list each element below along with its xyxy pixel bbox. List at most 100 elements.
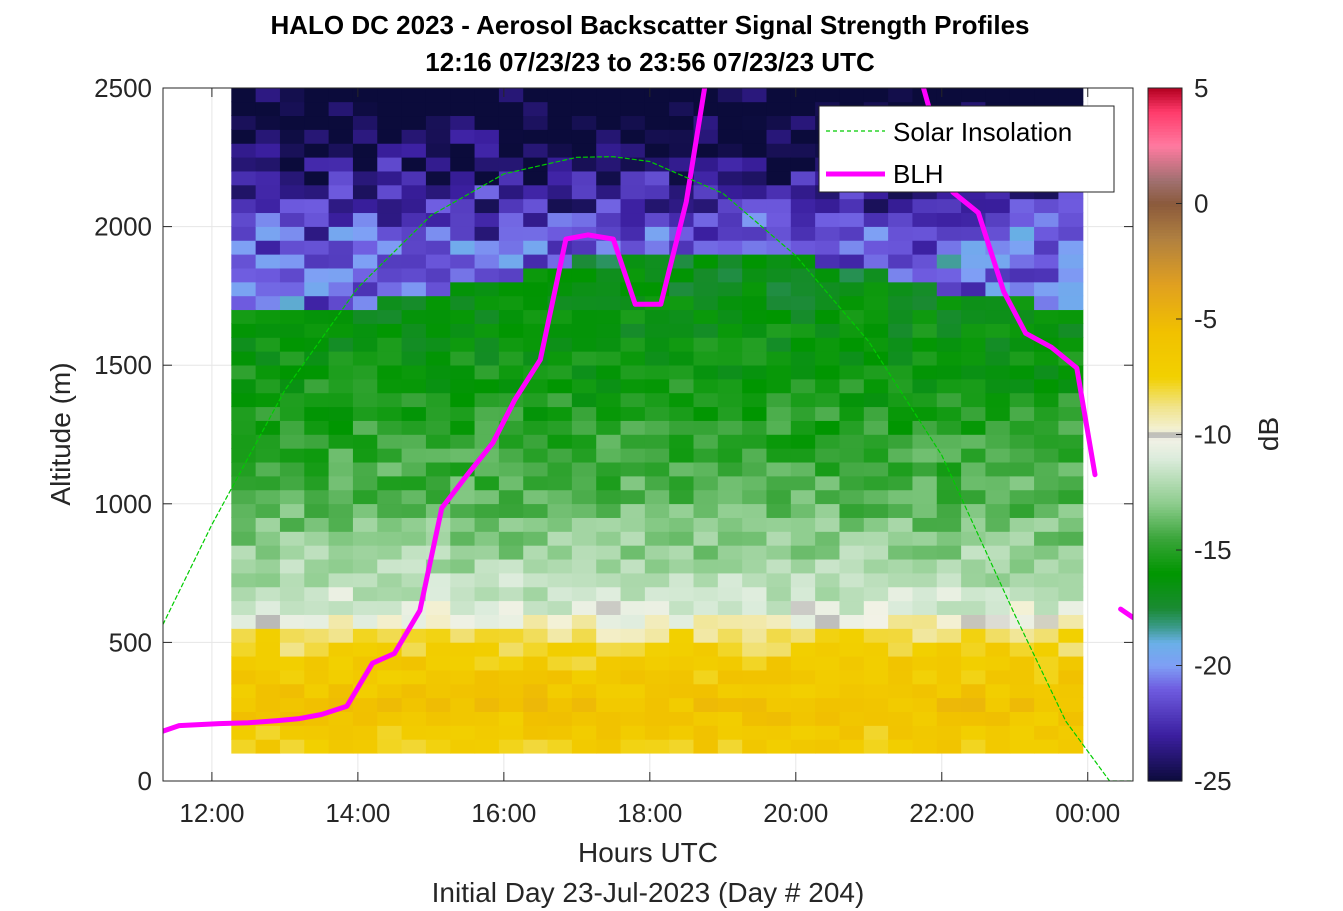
heatmap-cell — [231, 226, 257, 241]
heatmap-cell — [693, 517, 719, 532]
heatmap-cell — [815, 448, 841, 463]
colorbar-segment — [1148, 316, 1182, 320]
heatmap-cell — [961, 364, 987, 380]
heatmap-cell — [596, 170, 622, 186]
heatmap-cell — [596, 157, 622, 172]
heatmap-cell — [742, 434, 768, 449]
colorbar-segment — [1148, 290, 1182, 294]
heatmap-cell — [863, 88, 889, 103]
heatmap-cell — [888, 669, 914, 685]
heatmap-cell — [401, 198, 427, 214]
heatmap-cell — [620, 545, 646, 560]
heatmap-cell — [644, 461, 670, 477]
colorbar-segment — [1148, 353, 1182, 358]
heatmap-cell — [766, 323, 792, 338]
heatmap-cell — [596, 517, 622, 532]
colorbar-segment — [1148, 186, 1182, 190]
heatmap-cell — [401, 739, 427, 754]
heatmap-cell — [669, 254, 695, 269]
heatmap-cell — [1034, 739, 1060, 754]
heatmap-cell — [231, 669, 257, 685]
colorbar-segment — [1148, 668, 1182, 672]
heatmap-cell — [742, 531, 768, 546]
heatmap-cell — [961, 295, 987, 311]
heatmap-cell — [863, 337, 889, 352]
colorbar-segment — [1148, 552, 1182, 557]
colorbar-segment — [1148, 633, 1182, 638]
heatmap-cell — [790, 683, 816, 699]
heatmap-cell — [912, 448, 938, 463]
heatmap-cell — [377, 88, 403, 103]
colorbar-label: dB — [1253, 417, 1284, 451]
colorbar-segment — [1148, 125, 1182, 130]
heatmap-cell — [498, 697, 524, 712]
colorbar-segment — [1148, 200, 1182, 205]
heatmap-cell — [523, 655, 549, 671]
heatmap-cell — [717, 88, 743, 103]
heatmap-cell — [352, 240, 378, 255]
colorbar-segment — [1148, 359, 1182, 363]
colorbar-segment — [1148, 298, 1182, 303]
heatmap-cell — [669, 392, 695, 408]
heatmap-cell — [401, 267, 427, 283]
heatmap-cell — [936, 281, 962, 297]
heatmap-cell — [377, 295, 403, 311]
colorbar-segment — [1148, 512, 1182, 516]
heatmap-cell — [231, 697, 257, 712]
heatmap-cell — [839, 364, 865, 380]
heatmap-cell — [498, 267, 524, 283]
heatmap-cell — [839, 434, 865, 449]
heatmap-cell — [328, 281, 354, 297]
heatmap-cell — [985, 323, 1011, 338]
heatmap-cell — [1009, 434, 1035, 449]
colorbar-segment — [1148, 763, 1182, 768]
heatmap-cell — [523, 642, 549, 657]
heatmap-cell — [304, 739, 330, 754]
colorbar-segment — [1148, 163, 1182, 167]
heatmap-cell — [596, 475, 622, 491]
heatmap-cell — [523, 198, 549, 214]
heatmap-cell — [401, 697, 427, 712]
colorbar-segment — [1148, 772, 1182, 776]
heatmap-cell — [742, 545, 768, 560]
heatmap-cell — [620, 170, 646, 186]
heatmap-cell — [450, 531, 476, 546]
heatmap-cell — [790, 406, 816, 421]
heatmap-cell — [936, 489, 962, 505]
heatmap-cell — [304, 226, 330, 241]
heatmap-cell — [961, 351, 987, 366]
heatmap-cell — [425, 683, 451, 699]
heatmap-cell — [912, 323, 938, 338]
heatmap-cell — [620, 392, 646, 408]
heatmap-cell — [352, 489, 378, 505]
heatmap-cell — [304, 558, 330, 574]
heatmap-cell — [936, 392, 962, 408]
heatmap-cell — [620, 642, 646, 657]
heatmap-cell — [693, 420, 719, 435]
heatmap-cell — [717, 170, 743, 186]
heatmap-cell — [912, 392, 938, 408]
heatmap-cell — [571, 240, 597, 255]
heatmap-cell — [474, 517, 500, 532]
colorbar-segment — [1148, 489, 1182, 493]
heatmap-cell — [717, 281, 743, 297]
heatmap-cell — [1009, 489, 1035, 505]
heatmap-cell — [936, 545, 962, 560]
heatmap-cell — [839, 212, 865, 227]
heatmap-cell — [693, 475, 719, 491]
heatmap-cell — [425, 725, 451, 740]
heatmap-cell — [474, 226, 500, 241]
heatmap-cell — [425, 240, 451, 255]
heatmap-cell — [450, 600, 476, 615]
colorbar-segment — [1148, 319, 1182, 323]
heatmap-cell — [815, 281, 841, 297]
heatmap-cell — [912, 586, 938, 602]
heatmap-cell — [1034, 198, 1060, 214]
heatmap-cell — [498, 475, 524, 491]
colorbar-segment — [1148, 261, 1182, 265]
colorbar-segment — [1148, 575, 1182, 580]
colorbar-segment — [1148, 272, 1182, 277]
heatmap-cell — [863, 267, 889, 283]
heatmap-cell — [328, 351, 354, 366]
heatmap-cell — [1009, 254, 1035, 269]
